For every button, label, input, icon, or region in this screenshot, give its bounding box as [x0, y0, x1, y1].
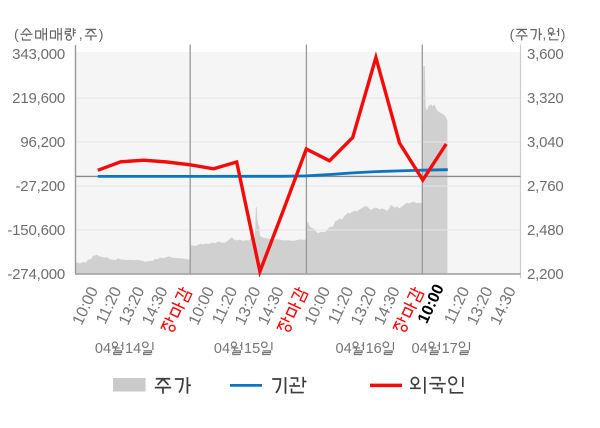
svg-text:-274,000: -274,000	[7, 266, 65, 283]
svg-text:(: (	[14, 26, 19, 42]
svg-text:-27,200: -27,200	[16, 178, 65, 195]
svg-text:14: 14	[125, 341, 141, 357]
svg-text:17: 17	[442, 341, 458, 357]
svg-text:): )	[99, 26, 104, 42]
svg-text:219,600: 219,600	[12, 90, 65, 107]
svg-text:2,200: 2,200	[527, 266, 564, 283]
svg-text:,: ,	[79, 26, 83, 42]
svg-text:2,480: 2,480	[527, 222, 564, 239]
svg-text:16: 16	[366, 341, 382, 357]
svg-text:,: ,	[542, 26, 546, 42]
svg-text:3,600: 3,600	[527, 46, 564, 63]
svg-text:04: 04	[336, 341, 352, 357]
svg-text:15: 15	[244, 341, 260, 357]
svg-text:2,760: 2,760	[527, 178, 564, 195]
svg-text:04: 04	[214, 341, 230, 357]
svg-text:3,320: 3,320	[527, 90, 564, 107]
svg-text:-150,600: -150,600	[7, 222, 65, 239]
svg-text:04: 04	[95, 341, 111, 357]
svg-text:04: 04	[412, 341, 428, 357]
svg-text:96,200: 96,200	[20, 134, 65, 151]
svg-text:): )	[561, 26, 566, 42]
svg-text:(: (	[510, 26, 515, 42]
svg-text:343,000: 343,000	[12, 46, 65, 63]
svg-text:3,040: 3,040	[527, 134, 564, 151]
